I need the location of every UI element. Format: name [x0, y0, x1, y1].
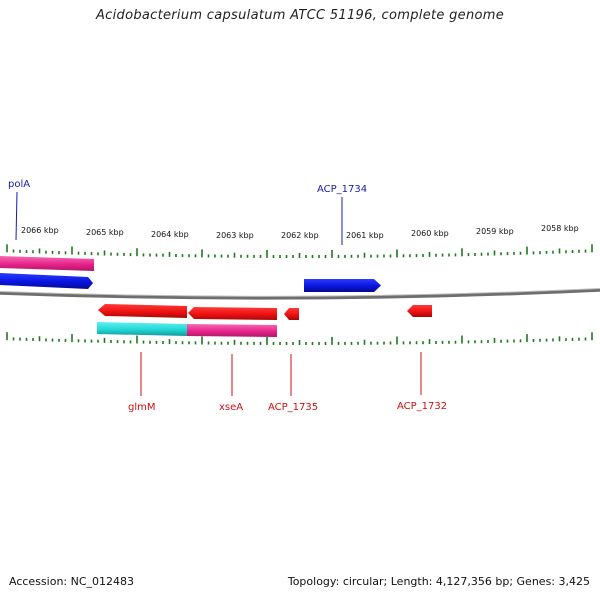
gene-label-xseA[interactable]: xseA [219, 402, 243, 413]
tick-label: 2058 kbp [541, 224, 579, 233]
tick-label: 2062 kbp [281, 231, 319, 240]
reverse-strand-genes [97, 304, 432, 337]
forward-gene-arrow[interactable] [0, 273, 93, 289]
gene-labels: polA ACP_1734 glmM xseA ACP_1735 ACP_173… [8, 179, 447, 413]
scale-labels: 2066 kbp 2065 kbp 2064 kbp 2063 kbp 2062… [21, 224, 579, 240]
tick-label: 2064 kbp [151, 230, 189, 239]
genome-backbone [0, 288, 600, 300]
reverse-gene-arrow[interactable] [284, 308, 299, 320]
forward-gene-arrow[interactable] [304, 279, 381, 292]
reverse-gene-arrow[interactable] [98, 304, 187, 318]
feature-band-cyan[interactable] [97, 322, 187, 336]
forward-gene-arrow[interactable] [0, 256, 94, 271]
outer-scale-ticks [6, 244, 593, 258]
inner-scale-ticks [6, 332, 593, 345]
leader-line [15, 191, 18, 241]
gene-label-ACP_1732[interactable]: ACP_1732 [397, 401, 447, 412]
gene-label-ACP_1734[interactable]: ACP_1734 [317, 184, 367, 195]
tick-label: 2061 kbp [346, 231, 384, 240]
genome-stats-text: Topology: circular; Length: 4,127,356 bp… [287, 575, 590, 588]
forward-strand-genes [0, 256, 381, 292]
accession-text: Accession: NC_012483 [9, 575, 135, 588]
gene-label-polA[interactable]: polA [8, 179, 30, 190]
tick-label: 2066 kbp [21, 226, 59, 235]
reverse-gene-arrow[interactable] [407, 305, 432, 317]
tick-label: 2060 kbp [411, 229, 449, 238]
tick-label: 2059 kbp [476, 227, 514, 236]
gene-label-glmM[interactable]: glmM [128, 402, 156, 413]
gene-label-ACP_1735[interactable]: ACP_1735 [268, 402, 318, 413]
tick-label: 2063 kbp [216, 231, 254, 240]
map-title: Acidobacterium capsulatum ATCC 51196, co… [95, 8, 505, 23]
label-leaders [15, 191, 422, 396]
feature-band-pink[interactable] [187, 324, 277, 337]
tick-label: 2065 kbp [86, 228, 124, 237]
reverse-gene-arrow[interactable] [188, 307, 277, 320]
